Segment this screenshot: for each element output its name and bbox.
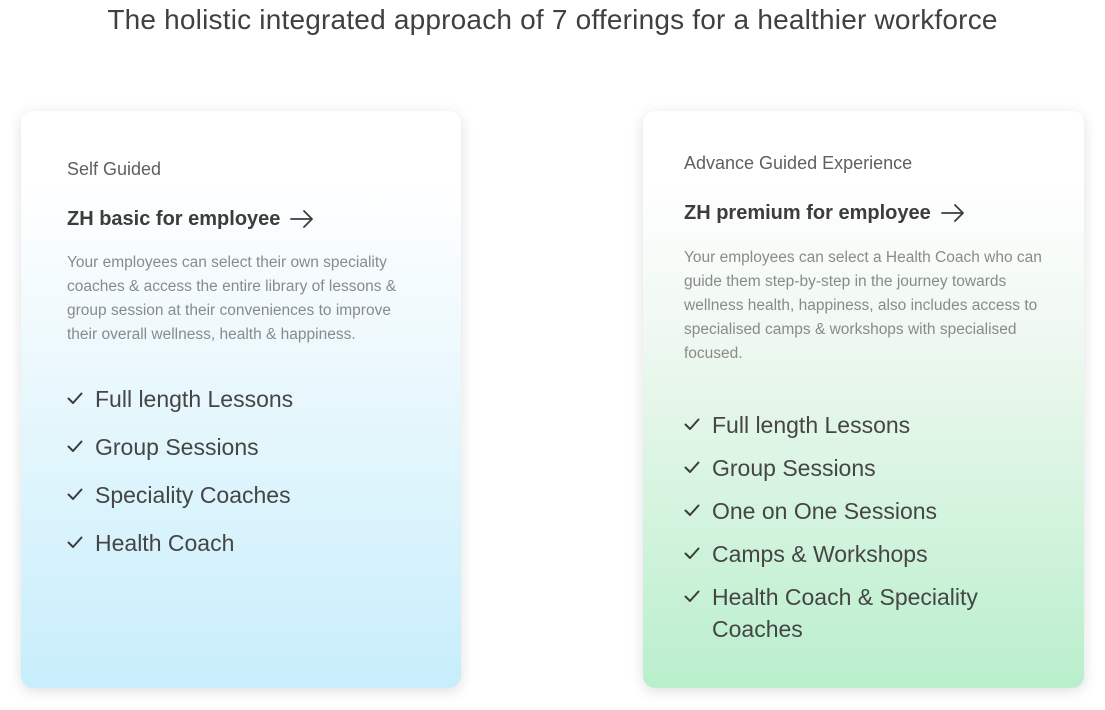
feature-label: Group Sessions — [95, 434, 259, 460]
page-title: The holistic integrated approach of 7 of… — [107, 4, 998, 35]
feature-label: Camps & Workshops — [712, 541, 928, 567]
list-item: Camps & Workshops — [684, 538, 1044, 570]
list-item: Health Coach & Speciality Coaches — [684, 581, 1044, 645]
arrow-right-icon[interactable] — [940, 204, 965, 222]
feature-label: Full length Lessons — [95, 386, 294, 412]
list-item: Full length Lessons — [684, 409, 1044, 441]
plan-title-label: ZH premium for employee — [684, 202, 931, 224]
check-icon — [684, 547, 700, 559]
feature-label: Health Coach & Speciality Coaches — [712, 584, 978, 642]
feature-list: Full length Lessons Group Sessions One o… — [684, 409, 1044, 645]
plan-eyebrow: Advance Guided Experience — [684, 153, 913, 173]
feature-label: One on One Sessions — [712, 498, 938, 524]
check-icon — [684, 590, 700, 602]
feature-list: Full length Lessons Group Sessions Speci… — [67, 383, 415, 559]
plan-description: Your employees can select a Health Coach… — [684, 249, 1042, 362]
list-item: Group Sessions — [684, 452, 1044, 484]
check-icon — [684, 504, 700, 516]
list-item: Group Sessions — [67, 431, 415, 463]
arrow-right-icon[interactable] — [290, 210, 314, 228]
feature-label: Speciality Coaches — [95, 482, 291, 508]
plan-eyebrow: Self Guided — [67, 159, 162, 179]
plan-title-label: ZH basic for employee — [67, 208, 281, 230]
check-icon — [67, 392, 83, 404]
check-icon — [684, 461, 700, 473]
plan-description: Your employees can select their own spec… — [67, 254, 397, 343]
feature-label: Full length Lessons — [712, 412, 911, 438]
check-icon — [67, 488, 83, 500]
feature-label: Health Coach — [95, 530, 235, 556]
plan-card-premium: Advance Guided Experience ZH premium for… — [643, 111, 1084, 688]
plan-title-link-premium[interactable]: ZH premium for employee — [684, 201, 1044, 225]
check-icon — [67, 440, 83, 452]
feature-label: Group Sessions — [712, 455, 876, 481]
list-item: One on One Sessions — [684, 495, 1044, 527]
list-item: Speciality Coaches — [67, 479, 415, 511]
plan-title-link-basic[interactable]: ZH basic for employee — [67, 207, 415, 231]
list-item: Health Coach — [67, 527, 415, 559]
check-icon — [67, 536, 83, 548]
list-item: Full length Lessons — [67, 383, 415, 415]
plan-card-basic: Self Guided ZH basic for employee Your e… — [21, 111, 461, 688]
check-icon — [684, 418, 700, 430]
